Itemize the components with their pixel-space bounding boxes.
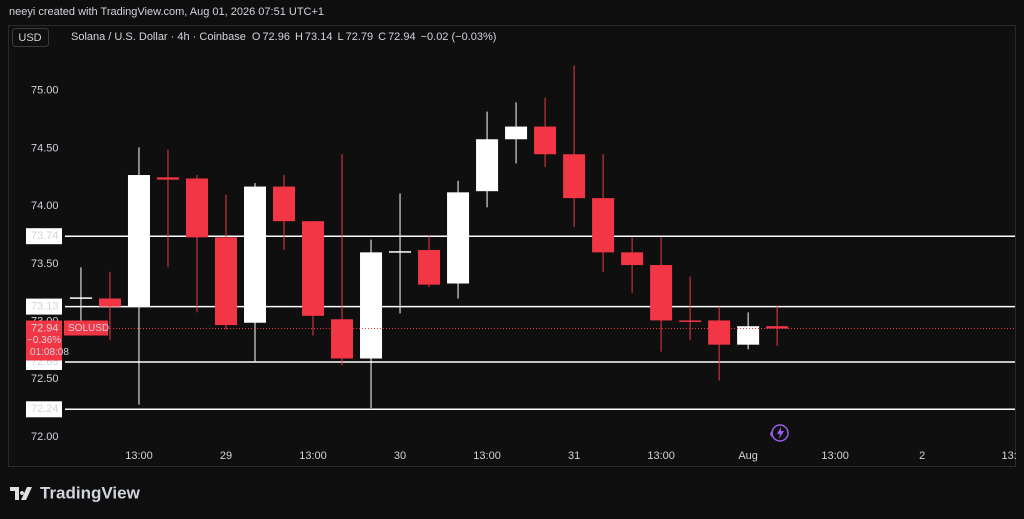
price-line-label-box xyxy=(26,228,62,245)
price-line-label: 73.74 xyxy=(31,230,59,242)
ohlc-letter: O xyxy=(252,31,261,43)
candle-body xyxy=(505,126,528,140)
currency-button[interactable] xyxy=(12,28,49,47)
ohlc-letter: C xyxy=(378,31,386,43)
ohlc-value: 72.94 xyxy=(388,31,416,43)
x-tick-label: Aug xyxy=(738,450,758,462)
y-tick-label: 72.50 xyxy=(31,373,59,385)
change: −0.02 (−0.03%) xyxy=(421,31,497,43)
price-line-label-box xyxy=(26,298,62,315)
symbol-title: Solana / U.S. Dollar · 4h · Coinbase xyxy=(71,31,246,43)
x-tick-label: 13:00 xyxy=(647,450,675,462)
x-tick-label: 30 xyxy=(394,450,406,462)
x-tick-label: 29 xyxy=(220,450,232,462)
candle-body xyxy=(389,251,412,253)
candle-body xyxy=(418,250,441,285)
x-tick-label: 13:00 xyxy=(299,450,327,462)
last-price-box xyxy=(26,320,62,361)
x-tick-label: 13:00 xyxy=(125,450,153,462)
symbol-label: SOLUSD xyxy=(68,323,109,334)
y-tick-label: 74.00 xyxy=(31,200,59,212)
candle-body xyxy=(447,192,470,284)
x-tick-label: 13:00 xyxy=(473,450,501,462)
legend: Solana / U.S. Dollar · 4h · Coinbase O 72.… xyxy=(71,31,496,43)
currency-label: USD xyxy=(18,32,41,44)
candle-body xyxy=(273,186,296,222)
candle-body xyxy=(331,319,354,359)
price-line-label: 73.13 xyxy=(31,300,59,312)
y-tick-label: 73.50 xyxy=(31,258,59,270)
brand: TradingView xyxy=(40,483,141,502)
candle-body xyxy=(621,252,644,266)
last-price-value: 72.94 xyxy=(31,322,59,334)
candle-body xyxy=(476,139,499,192)
y-tick-label: 74.50 xyxy=(31,142,59,154)
plot: 72.0072.5073.0073.5074.0074.5075.0013:00… xyxy=(26,65,1017,462)
price-line-label-box xyxy=(26,401,62,418)
candle-body xyxy=(214,237,237,326)
candle-body xyxy=(69,297,92,299)
candle-body xyxy=(592,198,615,253)
ohlc-value: 72.96 xyxy=(262,31,290,43)
last-price-change: −0.36% xyxy=(27,335,61,346)
candle-body xyxy=(766,326,789,329)
y-tick-label: 72.00 xyxy=(31,431,59,443)
ohlc-value: 73.14 xyxy=(305,31,333,43)
candle-body xyxy=(360,252,383,359)
symbol-box xyxy=(64,320,108,336)
x-tick-label: 2 xyxy=(919,450,925,462)
candle-body xyxy=(156,177,179,180)
x-tick-label: 31 xyxy=(568,450,580,462)
price-line-label: 72.24 xyxy=(31,403,59,415)
brand-logo xyxy=(10,487,32,500)
attribution: neeyi created with TradingView.com, Aug … xyxy=(9,6,324,18)
chart-panel xyxy=(8,25,1016,467)
candle-body xyxy=(127,175,150,307)
x-tick-label: 13: xyxy=(1002,450,1017,462)
candle-body xyxy=(98,298,121,307)
x-tick-label: 13:00 xyxy=(821,450,849,462)
ohlc-value: 72.79 xyxy=(346,31,374,43)
last-price-countdown: 01:08:08 xyxy=(30,347,69,358)
ohlc-letter: H xyxy=(295,31,303,43)
candle-body xyxy=(302,221,325,316)
candle-body xyxy=(679,320,702,322)
candle-body xyxy=(185,178,208,238)
lightning-icon[interactable] xyxy=(770,424,789,442)
candle-body xyxy=(650,265,673,321)
candle-body xyxy=(563,154,586,199)
candle-body xyxy=(737,326,760,345)
ohlc-letter: L xyxy=(337,31,343,43)
candle-body xyxy=(534,126,557,155)
candle-body xyxy=(708,320,731,345)
y-tick-label: 75.00 xyxy=(31,85,59,97)
candle-body xyxy=(244,186,266,323)
